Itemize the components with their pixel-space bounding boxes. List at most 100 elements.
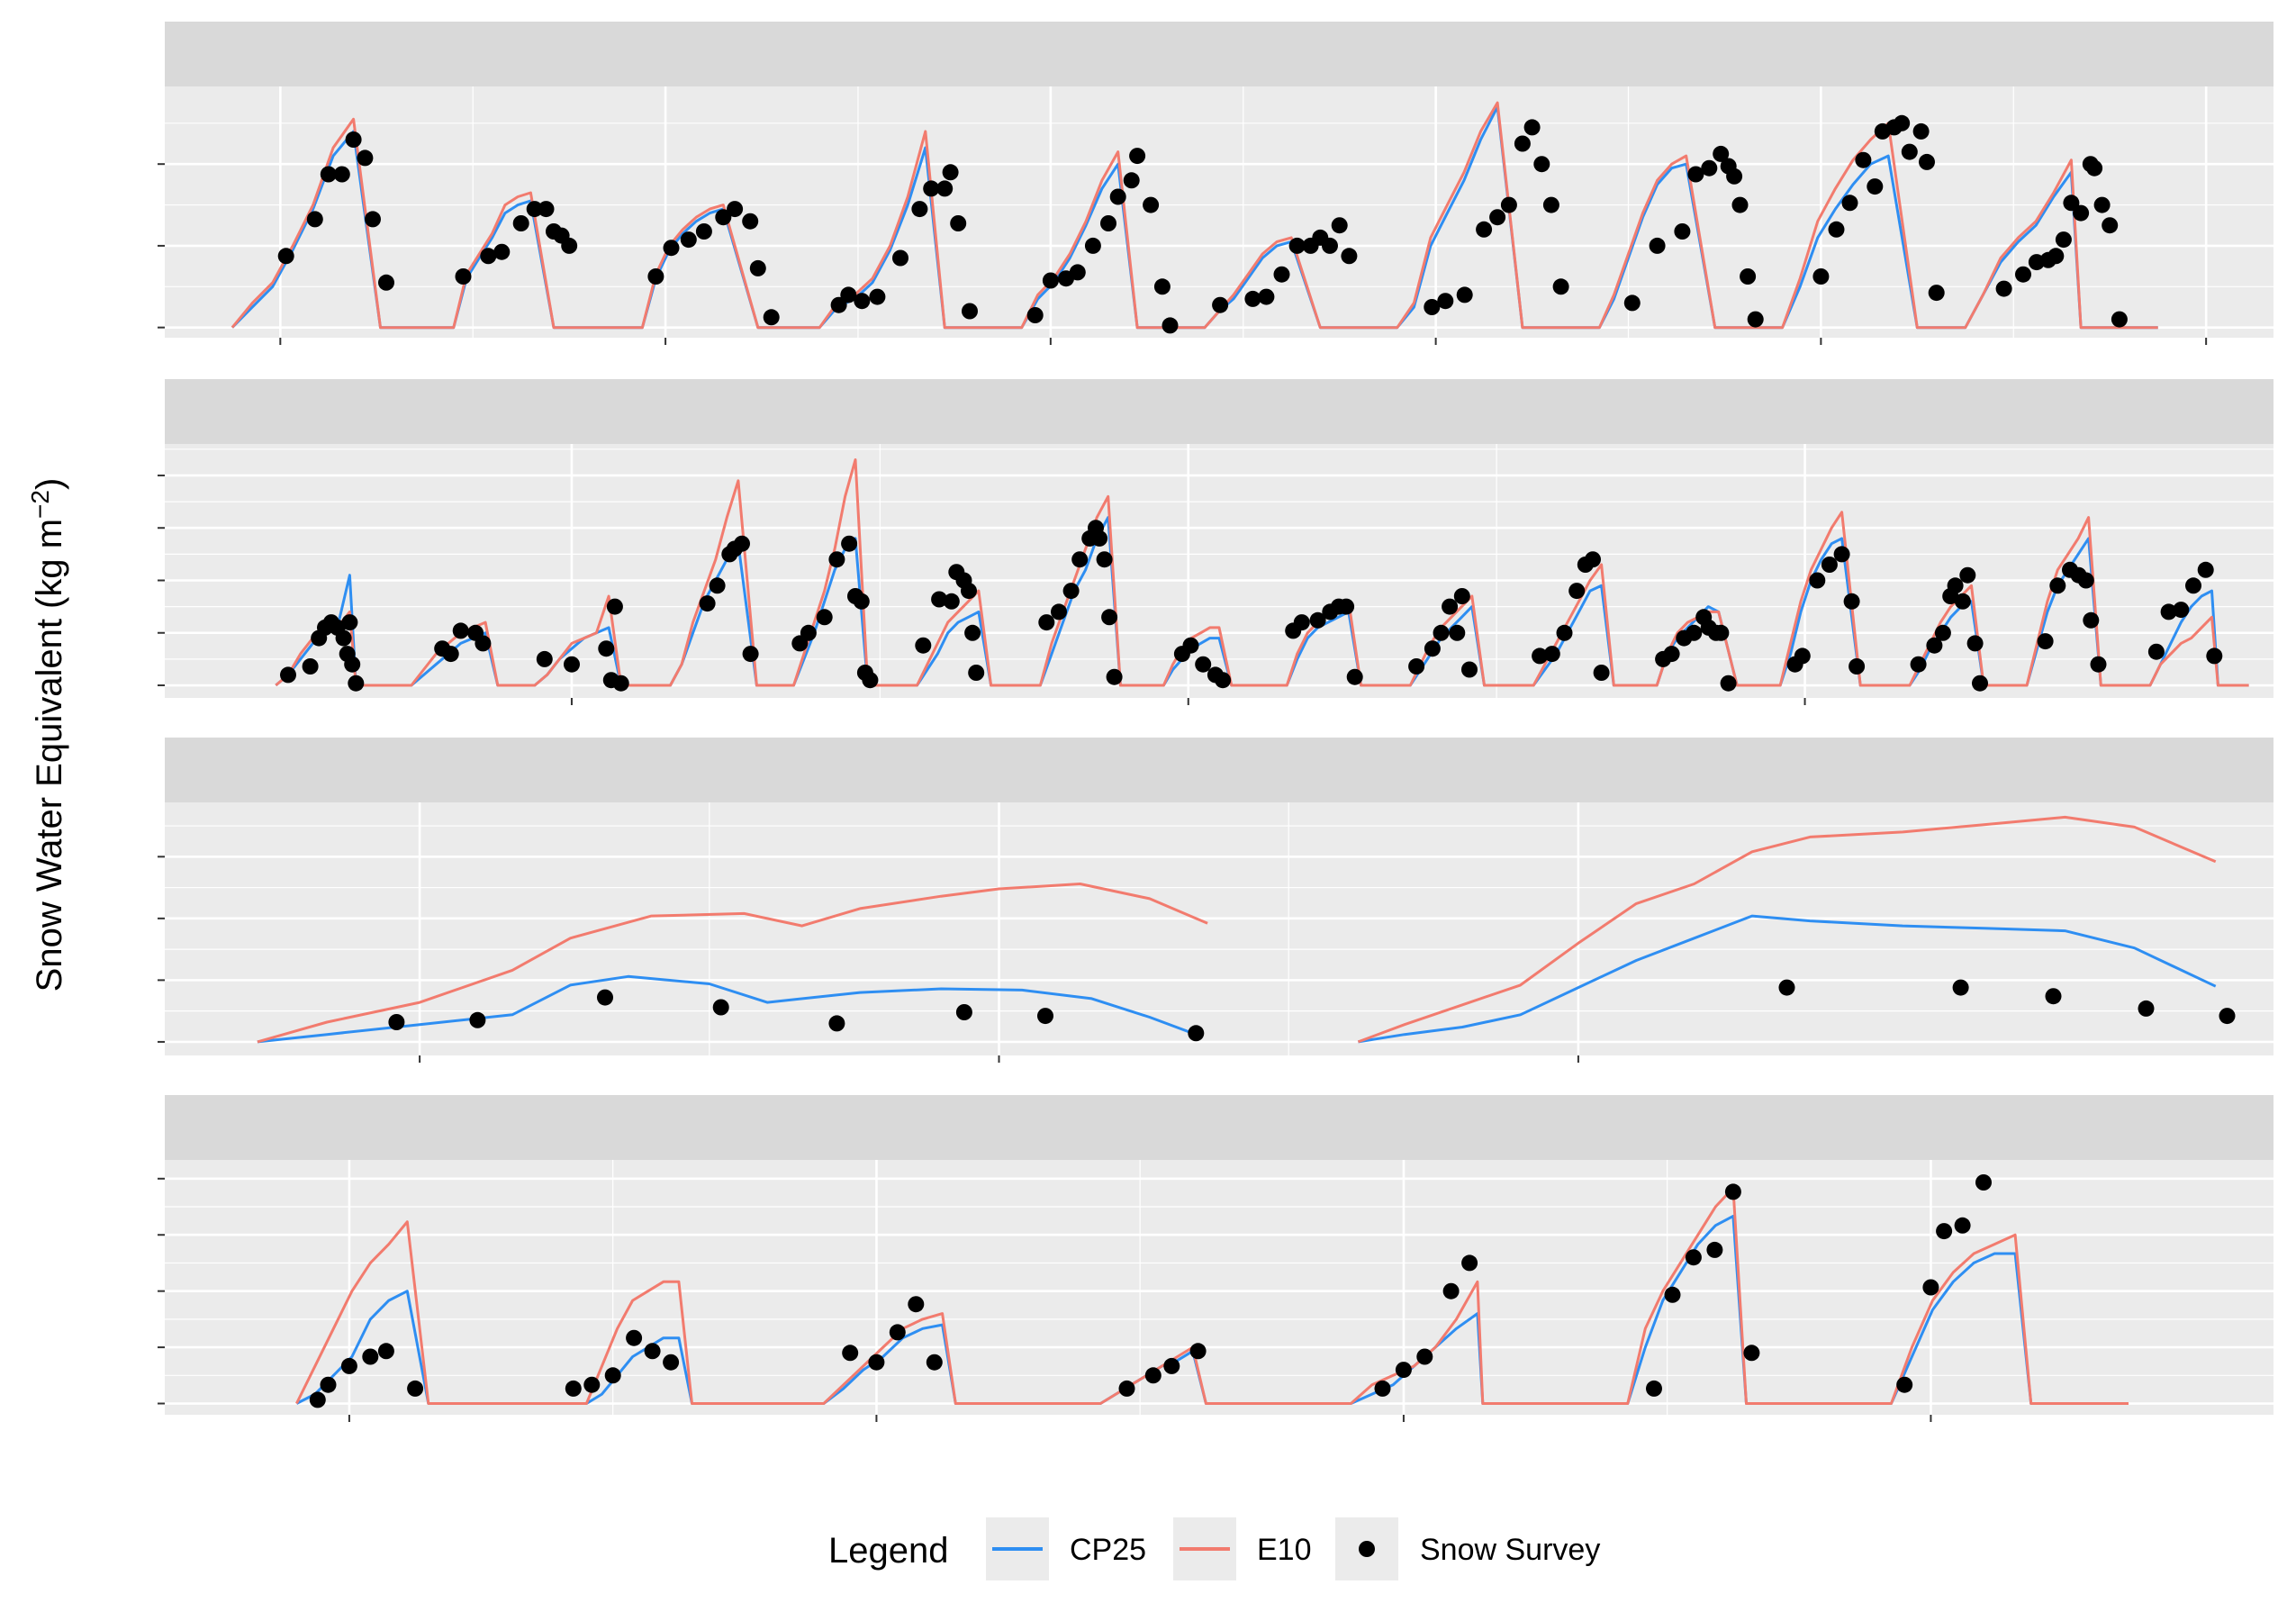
snow-survey-point: [1959, 566, 1976, 584]
snow-survey-point: [1100, 215, 1116, 231]
snow-survey-point: [1118, 1380, 1135, 1397]
snow-survey-point: [1273, 266, 1290, 283]
snow-survey-point: [1623, 294, 1641, 312]
snow-survey-point: [2049, 577, 2066, 594]
facet-strip: [165, 738, 2273, 802]
snow-survey-point: [1926, 637, 1943, 654]
snow-survey-point: [1258, 288, 1275, 305]
snow-survey-point: [1500, 196, 1517, 213]
snow-survey-point: [1936, 1223, 1953, 1240]
snow-survey-point: [1395, 1362, 1412, 1379]
snow-survey-point: [2093, 196, 2111, 213]
snow-survey-point: [1747, 311, 1764, 328]
series-line-e10: [1357, 815, 2217, 1044]
snow-survey-point: [955, 1004, 972, 1020]
snow-survey-point: [1687, 166, 1704, 183]
y-axis-title-close: ): [30, 478, 69, 490]
series-line-e10: [257, 883, 1208, 1044]
snow-survey-point: [892, 249, 908, 267]
legend: Legend CP25 E10 Snow Survey: [828, 1517, 1600, 1580]
snow-survey-point: [1686, 624, 1703, 641]
snow-survey-point: [365, 211, 381, 228]
snow-survey-point: [1091, 530, 1108, 547]
snow-survey-point: [1663, 646, 1680, 663]
snow-survey-point: [1713, 145, 1730, 162]
snow-survey-point: [626, 1329, 643, 1346]
snow-survey-point: [280, 666, 296, 684]
plot-panel: [165, 1160, 2273, 1415]
y-axis-title: Snow Water Equivalent (kg m−2): [26, 478, 69, 992]
snow-survey-point: [1461, 1254, 1478, 1272]
snow-survey-point: [712, 999, 729, 1016]
facet-wolf-creek-forest: [158, 1095, 2273, 1422]
snow-survey-point: [452, 622, 469, 639]
snow-survey-point: [908, 1296, 925, 1313]
series-line-e10: [231, 101, 2158, 330]
snow-survey-point: [1096, 551, 1113, 568]
legend-point-snow-survey: [1359, 1541, 1375, 1557]
snow-survey-point: [1706, 1241, 1723, 1258]
facet-strip: [165, 1095, 2273, 1160]
snow-survey-point: [565, 1380, 582, 1397]
snow-survey-point: [1743, 1345, 1760, 1362]
snow-survey-point: [1309, 611, 1326, 629]
snow-survey-point: [961, 583, 977, 600]
snow-survey-point: [1442, 598, 1459, 615]
snow-survey-point: [442, 646, 459, 663]
snow-survey-point: [842, 1345, 859, 1362]
y-axis-title-main: Snow Water Equivalent (kg m: [30, 519, 69, 992]
snow-survey-point: [1664, 1286, 1681, 1303]
snow-survey-point: [1896, 1376, 1913, 1393]
facet-panels: [158, 22, 2273, 1422]
snow-survey-point: [357, 149, 374, 167]
snow-survey-point: [1928, 285, 1945, 302]
legend-label-cp25: CP25: [1070, 1533, 1146, 1567]
snow-survey-point: [1144, 1367, 1162, 1384]
snow-survey-point: [1071, 551, 1089, 568]
snow-survey-point: [1701, 159, 1718, 177]
snow-survey-point: [709, 577, 726, 594]
snow-survey-point: [1069, 264, 1086, 281]
snow-survey-point: [742, 213, 759, 230]
snow-survey-point: [340, 1357, 357, 1374]
snow-survey-point: [800, 624, 817, 641]
snow-survey-point: [644, 1343, 661, 1360]
snow-survey-point: [561, 237, 578, 254]
snow-survey-point: [1442, 1282, 1460, 1300]
snow-survey-point: [1051, 603, 1067, 620]
snow-survey-point: [1966, 635, 1984, 652]
snow-survey-point: [1922, 1279, 1939, 1296]
snow-survey-point: [1195, 656, 1212, 673]
snow-survey-point: [1674, 223, 1691, 240]
snow-survey-point: [2138, 1000, 2155, 1017]
snow-survey-point: [2015, 266, 2031, 283]
snow-survey-point: [2185, 577, 2201, 594]
snow-survey-point: [598, 640, 615, 657]
snow-survey-point: [309, 1391, 326, 1408]
snow-survey-point: [1424, 640, 1441, 657]
snow-survey-point: [2083, 611, 2100, 629]
snow-survey-point: [302, 658, 319, 675]
snow-survey-point: [1833, 546, 1850, 563]
snow-survey-point: [388, 1014, 405, 1030]
snow-survey-point: [1163, 1357, 1180, 1374]
snow-survey-point: [663, 1354, 680, 1371]
snow-survey-point: [564, 656, 580, 673]
snow-survey-point: [1724, 1183, 1741, 1200]
snow-survey-point: [647, 268, 664, 285]
snow-survey-point: [1338, 598, 1355, 615]
snow-survey-point: [1456, 286, 1473, 303]
snow-survey-point: [512, 215, 529, 231]
snow-survey-point: [1037, 1008, 1053, 1025]
snow-survey-point: [1106, 668, 1123, 685]
legend-label-e10: E10: [1257, 1533, 1312, 1567]
snow-survey-point: [1912, 122, 1930, 140]
snow-survey-point: [1215, 672, 1232, 689]
snow-survey-point: [1293, 614, 1310, 631]
snow-survey-point: [526, 201, 543, 218]
snow-survey-point: [320, 1376, 337, 1393]
snow-survey-point: [1947, 577, 1964, 594]
snow-survey-point: [1726, 168, 1743, 185]
snow-survey-point: [1514, 135, 1531, 152]
snow-survey-point: [480, 248, 497, 265]
